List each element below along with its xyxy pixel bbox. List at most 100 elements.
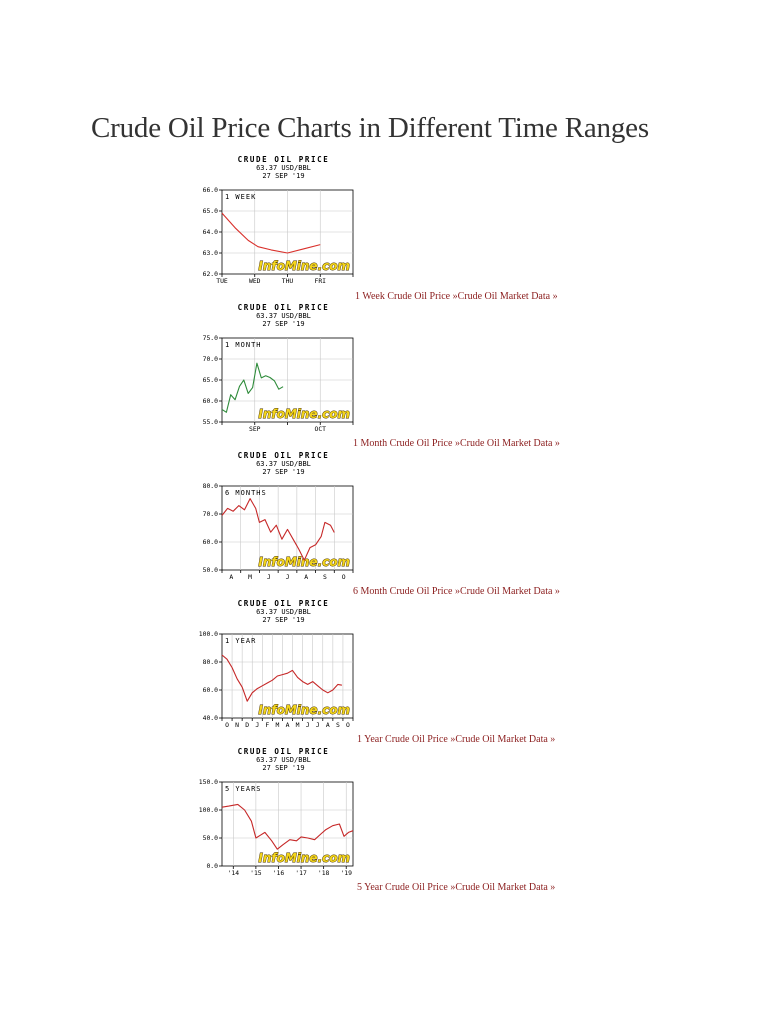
chart-5-years: CRUDE OIL PRICE 63.37 USD/BBL 27 SEP '19 0.… bbox=[192, 746, 362, 880]
x-tick-label: M bbox=[296, 721, 300, 729]
chart-header-price: 63.37 USD/BBL bbox=[256, 608, 311, 616]
chart-header-title: CRUDE OIL PRICE bbox=[238, 747, 330, 756]
y-tick-label: 66.0 bbox=[203, 186, 219, 194]
price-series-line bbox=[221, 654, 343, 702]
x-tick-label: J bbox=[267, 573, 271, 581]
x-tick-label: M bbox=[275, 721, 279, 729]
infomine-watermark: InfoMine.com bbox=[258, 259, 350, 273]
x-tick-label: TUE bbox=[216, 277, 228, 285]
plot-frame bbox=[221, 485, 354, 571]
infomine-watermark: InfoMine.com bbox=[258, 555, 350, 569]
x-tick-label: SEP bbox=[249, 425, 261, 433]
y-tick-label: 65.0 bbox=[203, 207, 219, 215]
y-tick-label: 50.0 bbox=[203, 566, 219, 574]
link-1-week[interactable]: 1 Week Crude Oil Price »Crude Oil Market… bbox=[355, 291, 558, 302]
y-tick-label: 80.0 bbox=[203, 482, 219, 490]
chart-header-price: 63.37 USD/BBL bbox=[256, 164, 311, 172]
chart-header-title: CRUDE OIL PRICE bbox=[238, 155, 330, 164]
x-tick-label: N bbox=[235, 721, 239, 729]
price-series-line bbox=[221, 803, 354, 850]
link-1-month-market-data[interactable]: »Crude Oil Market Data » bbox=[452, 438, 560, 449]
link-5-years[interactable]: 5 Year Crude Oil Price »Crude Oil Market… bbox=[357, 882, 555, 893]
x-tick-label: OCT bbox=[314, 425, 326, 433]
link-6-months[interactable]: 6 Month Crude Oil Price »Crude Oil Marke… bbox=[353, 586, 560, 597]
chart-header-title: CRUDE OIL PRICE bbox=[238, 451, 330, 460]
x-tick-label: '14 bbox=[228, 869, 240, 877]
y-tick-label: 50.0 bbox=[203, 834, 219, 842]
y-tick-label: 64.0 bbox=[203, 228, 219, 236]
link-1-year[interactable]: 1 Year Crude Oil Price »Crude Oil Market… bbox=[357, 734, 555, 745]
plot-frame bbox=[221, 633, 354, 719]
x-tick-label: O bbox=[342, 573, 346, 581]
x-tick-label: J bbox=[286, 573, 290, 581]
range-label: 5 YEARS bbox=[225, 785, 262, 793]
y-tick-label: 40.0 bbox=[203, 714, 219, 722]
y-tick-label: 75.0 bbox=[203, 334, 219, 342]
link-5-years-market-data[interactable]: »Crude Oil Market Data » bbox=[447, 882, 556, 893]
link-1-year-label[interactable]: 1 Year Crude Oil Price bbox=[357, 734, 448, 745]
y-tick-label: 150.0 bbox=[199, 778, 218, 786]
x-tick-label: S bbox=[323, 573, 327, 581]
y-tick-label: 70.0 bbox=[203, 355, 219, 363]
x-tick-label: J bbox=[306, 721, 310, 729]
x-tick-label: '15 bbox=[250, 869, 262, 877]
x-tick-label: O bbox=[346, 721, 350, 729]
y-tick-label: 62.0 bbox=[203, 270, 219, 278]
x-tick-label: S bbox=[336, 721, 340, 729]
x-tick-label: '18 bbox=[318, 869, 330, 877]
link-1-month[interactable]: 1 Month Crude Oil Price »Crude Oil Marke… bbox=[353, 438, 560, 449]
chart-header-price: 63.37 USD/BBL bbox=[256, 312, 311, 320]
y-tick-label: 80.0 bbox=[203, 658, 219, 666]
range-label: 1 MONTH bbox=[225, 341, 262, 349]
price-series-line bbox=[221, 498, 335, 561]
link-6-months-market-data[interactable]: »Crude Oil Market Data » bbox=[452, 586, 560, 597]
link-5-years-label[interactable]: 5 Year Crude Oil Price bbox=[357, 882, 448, 893]
page-title: Crude Oil Price Charts in Different Time… bbox=[91, 112, 649, 144]
chart-header-price: 63.37 USD/BBL bbox=[256, 756, 311, 764]
chart-header-title: CRUDE OIL PRICE bbox=[238, 599, 330, 608]
y-tick-label: 60.0 bbox=[203, 397, 219, 405]
y-tick-label: 63.0 bbox=[203, 249, 219, 257]
y-tick-label: 100.0 bbox=[199, 630, 218, 638]
y-tick-label: 60.0 bbox=[203, 686, 219, 694]
chart-header-date: 27 SEP '19 bbox=[262, 616, 304, 624]
chart-header-title: CRUDE OIL PRICE bbox=[238, 303, 330, 312]
infomine-watermark: InfoMine.com bbox=[258, 407, 350, 421]
chart-header-date: 27 SEP '19 bbox=[262, 468, 304, 476]
price-series-line bbox=[221, 362, 284, 413]
x-tick-label: A bbox=[304, 573, 308, 581]
x-tick-label: '16 bbox=[273, 869, 285, 877]
infomine-watermark: InfoMine.com bbox=[258, 851, 350, 865]
x-tick-label: M bbox=[248, 573, 252, 581]
chart-header-date: 27 SEP '19 bbox=[262, 764, 304, 772]
link-1-year-market-data[interactable]: »Crude Oil Market Data » bbox=[447, 734, 556, 745]
x-tick-label: J bbox=[255, 721, 259, 729]
x-tick-label: FRI bbox=[314, 277, 326, 285]
x-tick-label: A bbox=[229, 573, 233, 581]
x-tick-label: J bbox=[316, 721, 320, 729]
range-label: 6 MONTHS bbox=[225, 489, 267, 497]
chart-1-week: CRUDE OIL PRICE 63.37 USD/BBL 27 SEP '19 62… bbox=[192, 154, 362, 288]
link-1-week-label[interactable]: 1 Week Crude Oil Price bbox=[355, 291, 451, 302]
link-1-week-market-data[interactable]: »Crude Oil Market Data » bbox=[450, 291, 558, 302]
x-tick-label: D bbox=[245, 721, 249, 729]
chart-6-months: CRUDE OIL PRICE 63.37 USD/BBL 27 SEP '19 50… bbox=[192, 450, 362, 584]
x-tick-label: WED bbox=[249, 277, 261, 285]
chart-header-date: 27 SEP '19 bbox=[262, 172, 304, 180]
x-tick-label: A bbox=[326, 721, 330, 729]
y-tick-label: 100.0 bbox=[199, 806, 218, 814]
x-tick-label: '19 bbox=[340, 869, 352, 877]
y-tick-label: 55.0 bbox=[203, 418, 219, 426]
range-label: 1 YEAR bbox=[225, 637, 256, 645]
link-1-month-label[interactable]: 1 Month Crude Oil Price bbox=[353, 438, 453, 449]
chart-header-date: 27 SEP '19 bbox=[262, 320, 304, 328]
range-label: 1 WEEK bbox=[225, 193, 256, 201]
y-tick-label: 70.0 bbox=[203, 510, 219, 518]
y-tick-label: 0.0 bbox=[206, 862, 218, 870]
link-6-months-label[interactable]: 6 Month Crude Oil Price bbox=[353, 586, 453, 597]
